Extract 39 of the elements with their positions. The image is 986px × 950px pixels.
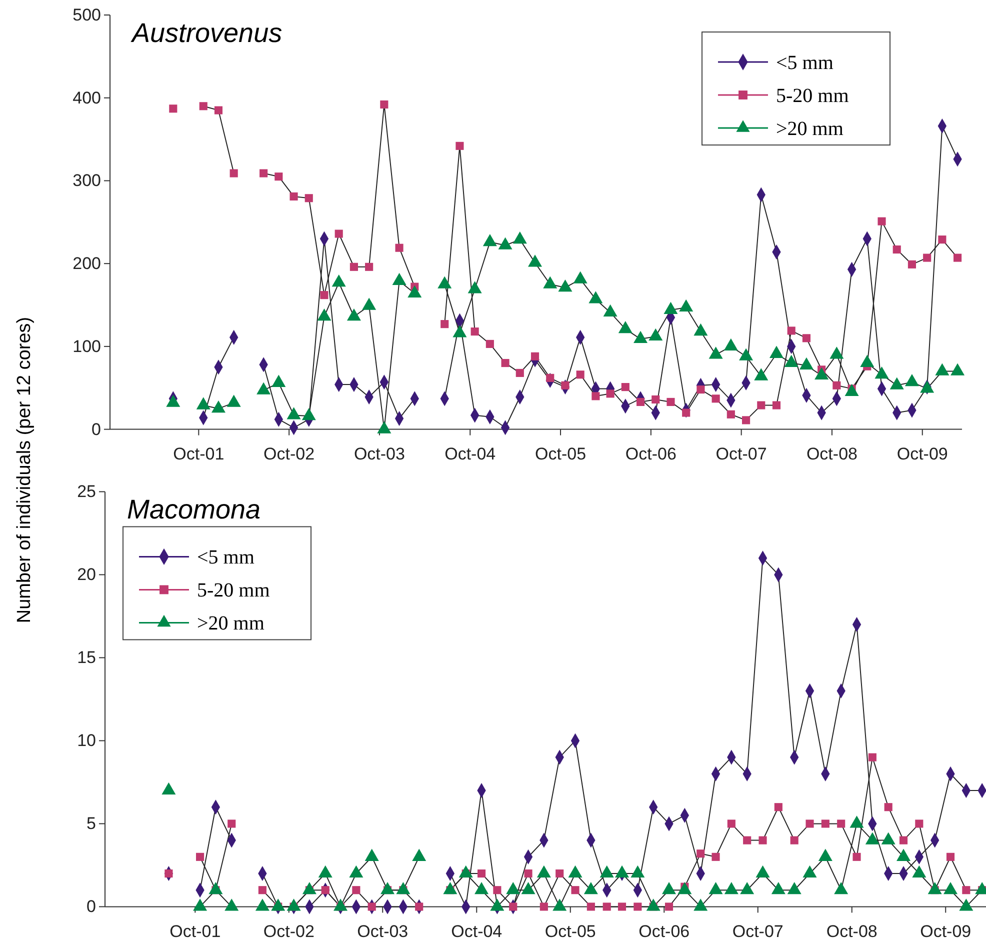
x-tick-label: Oct-01 — [170, 922, 221, 941]
x-tick-label: Oct-08 — [826, 922, 878, 941]
x-tick-label: Oct-07 — [732, 922, 784, 941]
y-tick-label: 25 — [77, 482, 96, 502]
x-tick-label: Oct-04 — [451, 922, 502, 941]
x-tick-label: Oct-06 — [625, 444, 676, 464]
x-tick-label: Oct-03 — [357, 922, 408, 941]
y-tick-label: 400 — [72, 88, 101, 108]
x-tick-label: Oct-04 — [444, 444, 496, 464]
x-tick-label: Oct-03 — [354, 444, 405, 464]
x-tick-label: Oct-05 — [535, 444, 586, 464]
y-tick-label: 10 — [77, 731, 96, 750]
y-tick-label: 500 — [72, 5, 101, 24]
legend-label: <5 mm — [197, 546, 255, 569]
legend-label: 5-20 mm — [197, 580, 270, 602]
legend-label: <5 mm — [776, 52, 834, 74]
y-tick-label: 20 — [77, 565, 96, 584]
y-tick-label: 200 — [72, 254, 101, 274]
x-tick-label: Oct-09 — [896, 444, 948, 464]
x-tick-label: Oct-01 — [173, 444, 224, 464]
x-tick-label: Oct-09 — [920, 922, 972, 941]
legend-label: >20 mm — [776, 118, 844, 140]
x-tick-label: Oct-07 — [716, 444, 767, 464]
y-tick-label: 15 — [77, 648, 96, 668]
x-tick-label: Oct-06 — [638, 922, 690, 941]
legend-label: 5-20 mm — [776, 85, 850, 107]
y-tick-label: 100 — [72, 336, 101, 356]
x-tick-label: Oct-05 — [544, 922, 596, 941]
y-tick-label: 0 — [92, 420, 101, 439]
x-tick-label: Oct-02 — [263, 922, 314, 941]
y-tick-label: 300 — [72, 171, 101, 190]
chart-title: Austrovenus — [130, 18, 282, 48]
legend-label: >20 mm — [197, 612, 265, 635]
x-tick-label: Oct-02 — [264, 444, 315, 464]
y-axis-title: Number of individuals (per 12 cores) — [14, 316, 35, 624]
y-tick-label: 5 — [86, 814, 96, 834]
y-tick-label: 0 — [86, 897, 96, 916]
chart-title: Macomona — [127, 494, 261, 525]
x-tick-label: Oct-08 — [806, 444, 858, 464]
